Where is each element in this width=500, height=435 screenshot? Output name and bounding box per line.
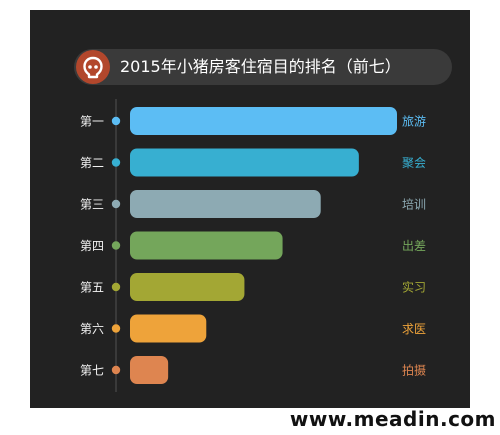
category-label-5: 实习 — [402, 280, 426, 295]
bar-2 — [130, 148, 359, 177]
bar-7 — [130, 356, 169, 384]
chart-title: 2015年小猪房客住宿目的排名（前七） — [120, 57, 401, 76]
bar-3 — [130, 190, 321, 218]
chart-panel: 2015年小猪房客住宿目的排名（前七） 第一 旅游第二 聚会第三 培训第四 出差第五 实习… — [30, 10, 470, 408]
rank-label-2: 第二 — [80, 156, 104, 170]
chart-title-bar: 2015年小猪房客住宿目的排名（前七） — [74, 49, 452, 85]
category-label-2: 聚会 — [402, 156, 426, 170]
rank-dot-6 — [111, 324, 121, 333]
category-label-7: 拍摄 — [402, 363, 426, 378]
rank-label-7: 第七 — [80, 364, 104, 378]
category-label-4: 出差 — [402, 239, 426, 253]
category-label-1: 旅游 — [402, 115, 426, 129]
rank-dot-7 — [111, 365, 121, 375]
rank-dot-1 — [111, 116, 121, 126]
bar-6 — [130, 314, 207, 343]
rank-dot-3 — [111, 199, 121, 209]
rank-dot-2 — [111, 158, 121, 167]
rank-label-1: 第一 — [80, 115, 104, 129]
rank-label-5: 第五 — [80, 281, 104, 295]
rank-dot-5 — [111, 282, 121, 292]
watermark: www.meadin.com — [289, 407, 496, 431]
bar-1 — [130, 107, 397, 135]
rank-label-6: 第六 — [80, 322, 104, 336]
category-label-6: 求医 — [402, 322, 426, 336]
rank-label-4: 第四 — [80, 239, 104, 253]
category-label-3: 培训 — [402, 197, 426, 212]
bar-4 — [130, 231, 283, 260]
xiaozhu-logo-icon — [76, 50, 110, 84]
rank-label-3: 第三 — [80, 198, 104, 212]
rank-dot-4 — [111, 241, 121, 250]
bar-5 — [130, 273, 245, 301]
